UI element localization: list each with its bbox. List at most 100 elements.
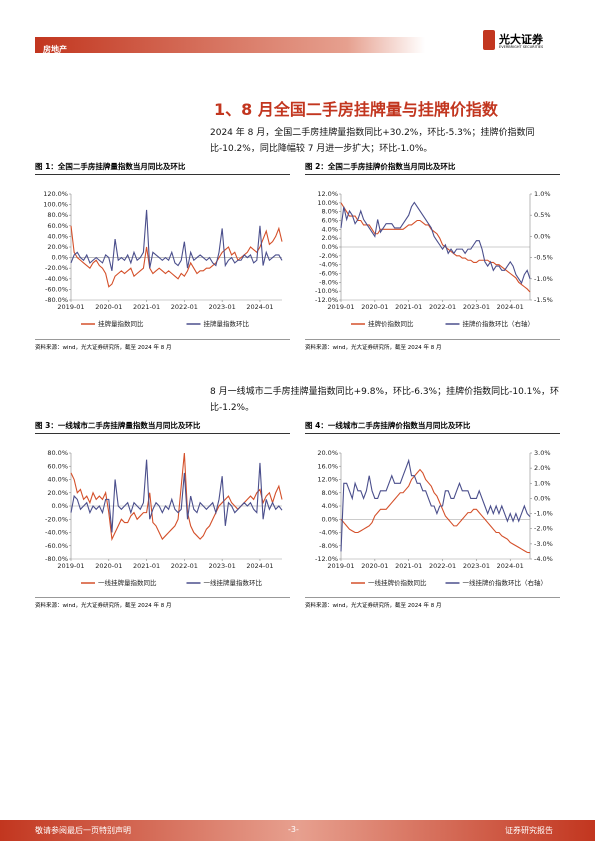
y-tick-label: 80.0% bbox=[47, 211, 68, 219]
figure-caption: 图 3：一线城市二手房挂牌量指数当月同比及环比 bbox=[35, 420, 290, 434]
y2-tick-label: 0.5% bbox=[534, 211, 551, 219]
y-tick-label: 60.0% bbox=[47, 222, 68, 230]
x-tick-label: 2023-01 bbox=[209, 303, 236, 311]
legend-label: 挂牌价指数环比（右轴） bbox=[463, 319, 535, 328]
x-tick-label: 2024-01 bbox=[497, 562, 524, 570]
legend-label: 一线挂牌价指数同比 bbox=[368, 578, 427, 587]
x-tick-label: 2022-01 bbox=[429, 562, 456, 570]
series-line bbox=[340, 468, 531, 554]
legend-label: 挂牌量指数同比 bbox=[98, 319, 144, 328]
y2-tick-label: -4.0% bbox=[534, 555, 553, 563]
y-tick-label: 0.0% bbox=[321, 515, 338, 523]
y2-tick-label: -1.0% bbox=[534, 510, 553, 518]
y2-tick-label: 3.0% bbox=[534, 449, 551, 457]
x-tick-label: 2021-01 bbox=[395, 303, 422, 311]
chart: -12.0%-10.0%-8.0%-6.0%-4.0%-2.0% 0.0% 2.0%… bbox=[315, 190, 553, 328]
figure-caption: 图 4：一线城市二手房挂牌价指数当月同比及环比 bbox=[305, 420, 560, 434]
page-number: -3- bbox=[288, 825, 299, 834]
y2-tick-label: -2.0% bbox=[534, 525, 553, 533]
series-line bbox=[70, 452, 283, 542]
logo-mark bbox=[483, 30, 495, 50]
y-tick-label: -20.0% bbox=[45, 264, 68, 272]
x-tick-label: 2019-01 bbox=[327, 562, 354, 570]
y-tick-label: 12.0% bbox=[317, 476, 338, 484]
y2-tick-label: -1.5% bbox=[534, 296, 553, 304]
y-tick-label: 12.0% bbox=[317, 190, 338, 198]
series-line bbox=[70, 459, 283, 533]
y-tick-label: 16.0% bbox=[317, 462, 338, 470]
x-tick-label: 2023-01 bbox=[463, 303, 490, 311]
y2-tick-label: -1.0% bbox=[534, 275, 553, 283]
y2-tick-label: 1.0% bbox=[534, 190, 551, 198]
y-tick-label: -8.0% bbox=[319, 542, 338, 550]
y-tick-label: -6.0% bbox=[319, 270, 338, 278]
y-tick-label: 4.0% bbox=[321, 225, 338, 233]
y-tick-label: -10.0% bbox=[315, 287, 338, 295]
source-note: 资料来源：wind，光大证券研究所，截至 2024 年 8 月 bbox=[35, 597, 290, 609]
disclaimer: 敬请参阅最后一页特别声明 bbox=[35, 826, 131, 835]
y-tick-label: 20.0% bbox=[47, 489, 68, 497]
y-tick-label: -20.0% bbox=[45, 515, 68, 523]
x-tick-label: 2019-01 bbox=[57, 303, 84, 311]
series-line bbox=[340, 458, 531, 552]
x-tick-label: 2024-01 bbox=[497, 303, 524, 311]
y2-tick-label: -0.5% bbox=[534, 254, 553, 262]
y2-tick-label: 2.0% bbox=[534, 464, 551, 472]
footer-label: 证券研究报告 bbox=[505, 826, 553, 835]
legend-label: 一线挂牌量指数环比 bbox=[204, 578, 263, 587]
source-note: 资料来源：wind，光大证券研究所，截至 2024 年 8 月 bbox=[305, 597, 560, 609]
y-tick-label: -12.0% bbox=[315, 296, 338, 304]
x-tick-label: 2020-01 bbox=[361, 303, 388, 311]
y-tick-label: -80.0% bbox=[45, 555, 68, 563]
series-line bbox=[340, 202, 531, 293]
legend-label: 挂牌价指数同比 bbox=[368, 319, 414, 328]
y-tick-label: 10.0% bbox=[317, 199, 338, 207]
y-tick-label: 0.0% bbox=[51, 502, 68, 510]
y-tick-label: 4.0% bbox=[321, 502, 338, 510]
figure-caption: 图 2：全国二手房挂牌价指数当月同比及环比 bbox=[305, 161, 560, 175]
chart: -80.0% -60.0% -40.0% -20.0% 0.0% 20.0% 40.0% 60… bbox=[43, 190, 283, 328]
y-tick-label: 60.0% bbox=[47, 462, 68, 470]
series-line bbox=[340, 201, 531, 285]
x-tick-label: 2020-01 bbox=[95, 303, 122, 311]
x-tick-label: 2023-01 bbox=[209, 562, 236, 570]
y-tick-label: 2.0% bbox=[321, 234, 338, 242]
y-tick-label: 40.0% bbox=[47, 476, 68, 484]
x-tick-label: 2020-01 bbox=[95, 562, 122, 570]
y-tick-label: 20.0% bbox=[317, 449, 338, 457]
y-tick-label: 80.0% bbox=[47, 449, 68, 457]
footer-bar: 敬请参阅最后一页特别声明 -3- 证券研究报告 bbox=[0, 820, 595, 841]
brand-en: EVERBRIGHT SECURITIES bbox=[499, 45, 544, 49]
x-tick-label: 2019-01 bbox=[57, 562, 84, 570]
x-tick-label: 2024-01 bbox=[246, 562, 273, 570]
x-tick-label: 2022-01 bbox=[171, 562, 198, 570]
legend-label: 一线挂牌量指数同比 bbox=[98, 578, 157, 587]
figure-caption: 图 1：全国二手房挂牌量指数当月同比及环比 bbox=[35, 161, 290, 175]
y-tick-label: 120.0% bbox=[43, 190, 68, 198]
y-tick-label: -40.0% bbox=[45, 529, 68, 537]
x-tick-label: 2022-01 bbox=[429, 303, 456, 311]
y-tick-label: 0.0% bbox=[51, 254, 68, 262]
y-tick-label: 40.0% bbox=[47, 232, 68, 240]
y-tick-label: 100.0% bbox=[43, 201, 68, 209]
paragraph: 2024 年 8 月，全国二手房挂牌量指数同比+30.2%，环比-5.3%；挂牌… bbox=[210, 128, 535, 154]
y-tick-label: -2.0% bbox=[319, 252, 338, 260]
y2-tick-label: 0.0% bbox=[534, 232, 551, 240]
x-tick-label: 2023-01 bbox=[463, 562, 490, 570]
brand: 光大证券 bbox=[499, 33, 543, 46]
y2-tick-label: 1.0% bbox=[534, 479, 551, 487]
source-note: 资料来源：wind，光大证券研究所，截至 2024 年 8 月 bbox=[305, 339, 560, 351]
y-tick-label: -4.0% bbox=[319, 261, 338, 269]
x-tick-label: 2024-01 bbox=[246, 303, 273, 311]
y-tick-label: 20.0% bbox=[47, 243, 68, 251]
y-tick-label: -12.0% bbox=[315, 555, 338, 563]
x-tick-label: 2021-01 bbox=[133, 562, 160, 570]
y-tick-label: -8.0% bbox=[319, 278, 338, 286]
series-line bbox=[70, 225, 283, 288]
y-tick-label: 8.0% bbox=[321, 208, 338, 216]
legend-label: 一线挂牌价指数环比（右轴） bbox=[463, 578, 548, 587]
x-tick-label: 2020-01 bbox=[361, 562, 388, 570]
y2-tick-label: -3.0% bbox=[534, 540, 553, 548]
y-tick-label: 8.0% bbox=[321, 489, 338, 497]
